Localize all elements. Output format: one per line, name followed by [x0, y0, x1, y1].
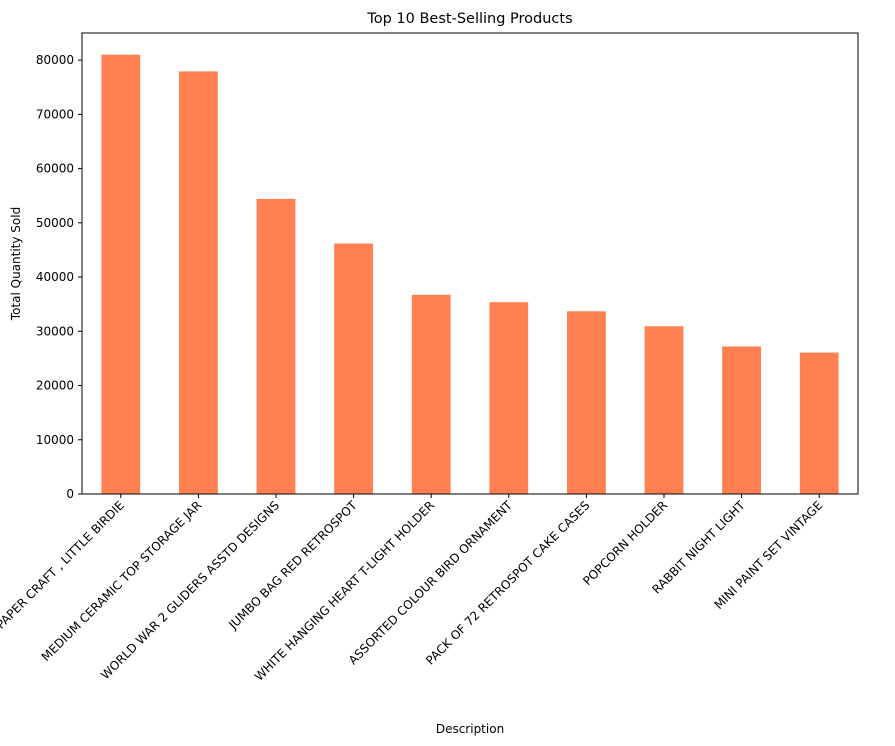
y-tick-label: 60000 — [36, 162, 74, 176]
bar — [489, 302, 529, 494]
bar — [567, 311, 606, 494]
chart-title: Top 10 Best-Selling Products — [366, 11, 572, 27]
bar — [256, 198, 296, 494]
bar — [644, 326, 684, 494]
bar — [411, 294, 451, 494]
bars — [101, 54, 839, 495]
y-tick-label: 20000 — [36, 379, 74, 393]
bar — [179, 71, 218, 494]
y-tick-label: 0 — [66, 487, 74, 501]
y-tick-label: 50000 — [36, 216, 74, 230]
bar — [722, 346, 761, 494]
bar — [799, 352, 839, 494]
plot-area-frame — [81, 32, 859, 495]
y-tick-label: 70000 — [36, 107, 74, 121]
y-tick-label: 30000 — [36, 324, 74, 338]
y-tick-label: 80000 — [36, 53, 74, 67]
y-axis-label: Total Quantity Sold — [9, 207, 23, 321]
bar — [101, 54, 141, 495]
y-tick-label: 40000 — [36, 270, 74, 284]
bar — [334, 243, 373, 494]
y-axis-ticks: 0 10000 20000 30000 40000 50000 60000 70000 8000… — [36, 53, 82, 501]
y-tick-label: 10000 — [36, 433, 74, 447]
x-axis-label: Description — [436, 722, 504, 736]
